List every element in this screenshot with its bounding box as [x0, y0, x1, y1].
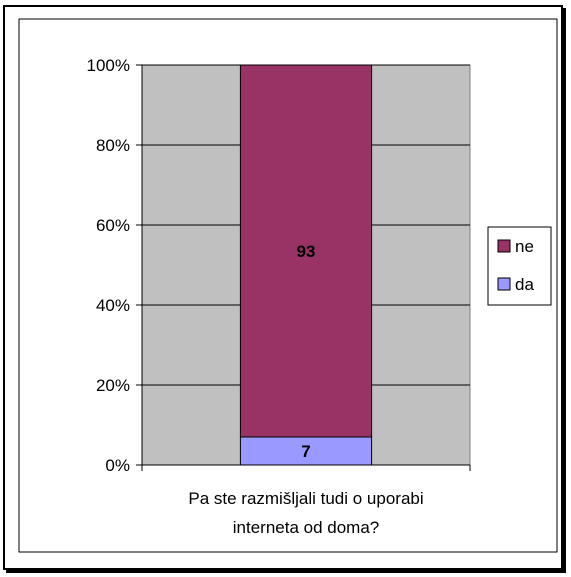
bar-segment-da — [239, 436, 373, 466]
y-tick-label-2: 40% — [96, 296, 130, 315]
bar-segment-ne — [239, 64, 373, 438]
category-label-line-2: interneta od doma? — [233, 518, 380, 537]
bars — [239, 64, 373, 466]
legend-label-da: da — [515, 275, 534, 294]
y-tick-label-3: 60% — [96, 216, 130, 235]
legend-swatch-ne — [497, 239, 511, 253]
data-labels: 7 93 — [297, 242, 316, 461]
y-axis: 0% 20% 40% 60% 80% 100% — [87, 56, 471, 475]
chart-inner-border — [18, 18, 558, 553]
y-tick-label-4: 80% — [96, 136, 130, 155]
data-label-ne: 93 — [297, 242, 316, 261]
y-tick-label-5: 100% — [87, 56, 130, 75]
y-tick-label-1: 20% — [96, 376, 130, 395]
legend: ne da — [487, 226, 552, 306]
legend-label-ne: ne — [515, 237, 534, 256]
category-label-line-1: Pa ste razmišljali tudi o uporabi — [188, 489, 423, 508]
y-tick-label-0: 0% — [105, 456, 130, 475]
data-label-da: 7 — [301, 442, 310, 461]
legend-swatch-da — [497, 277, 511, 291]
